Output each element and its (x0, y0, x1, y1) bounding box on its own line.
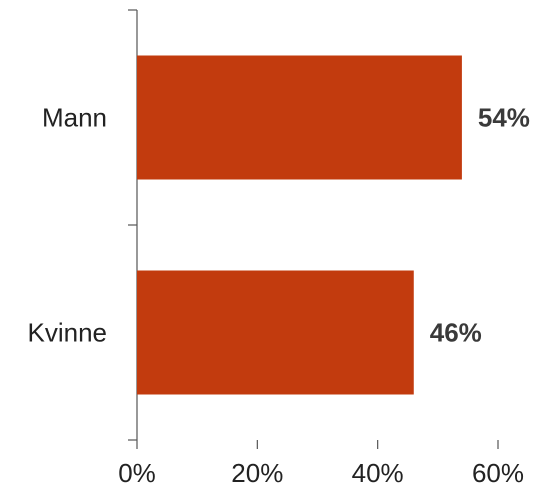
x-tick-label: 40% (352, 458, 404, 488)
chart-bars (137, 55, 462, 395)
x-tick-label: 20% (231, 458, 283, 488)
category-label: Kvinne (28, 318, 108, 348)
bar-kvinne (137, 270, 414, 395)
x-tick-label: 0% (118, 458, 156, 488)
data-label: 46% (430, 318, 482, 348)
category-label: Mann (42, 103, 107, 133)
data-label: 54% (478, 103, 530, 133)
chart-labels: 0% 20% 40% 60% Mann 54% Kvinne 46% (28, 103, 530, 488)
bar-mann (137, 55, 462, 180)
x-tick-label: 60% (472, 458, 524, 488)
